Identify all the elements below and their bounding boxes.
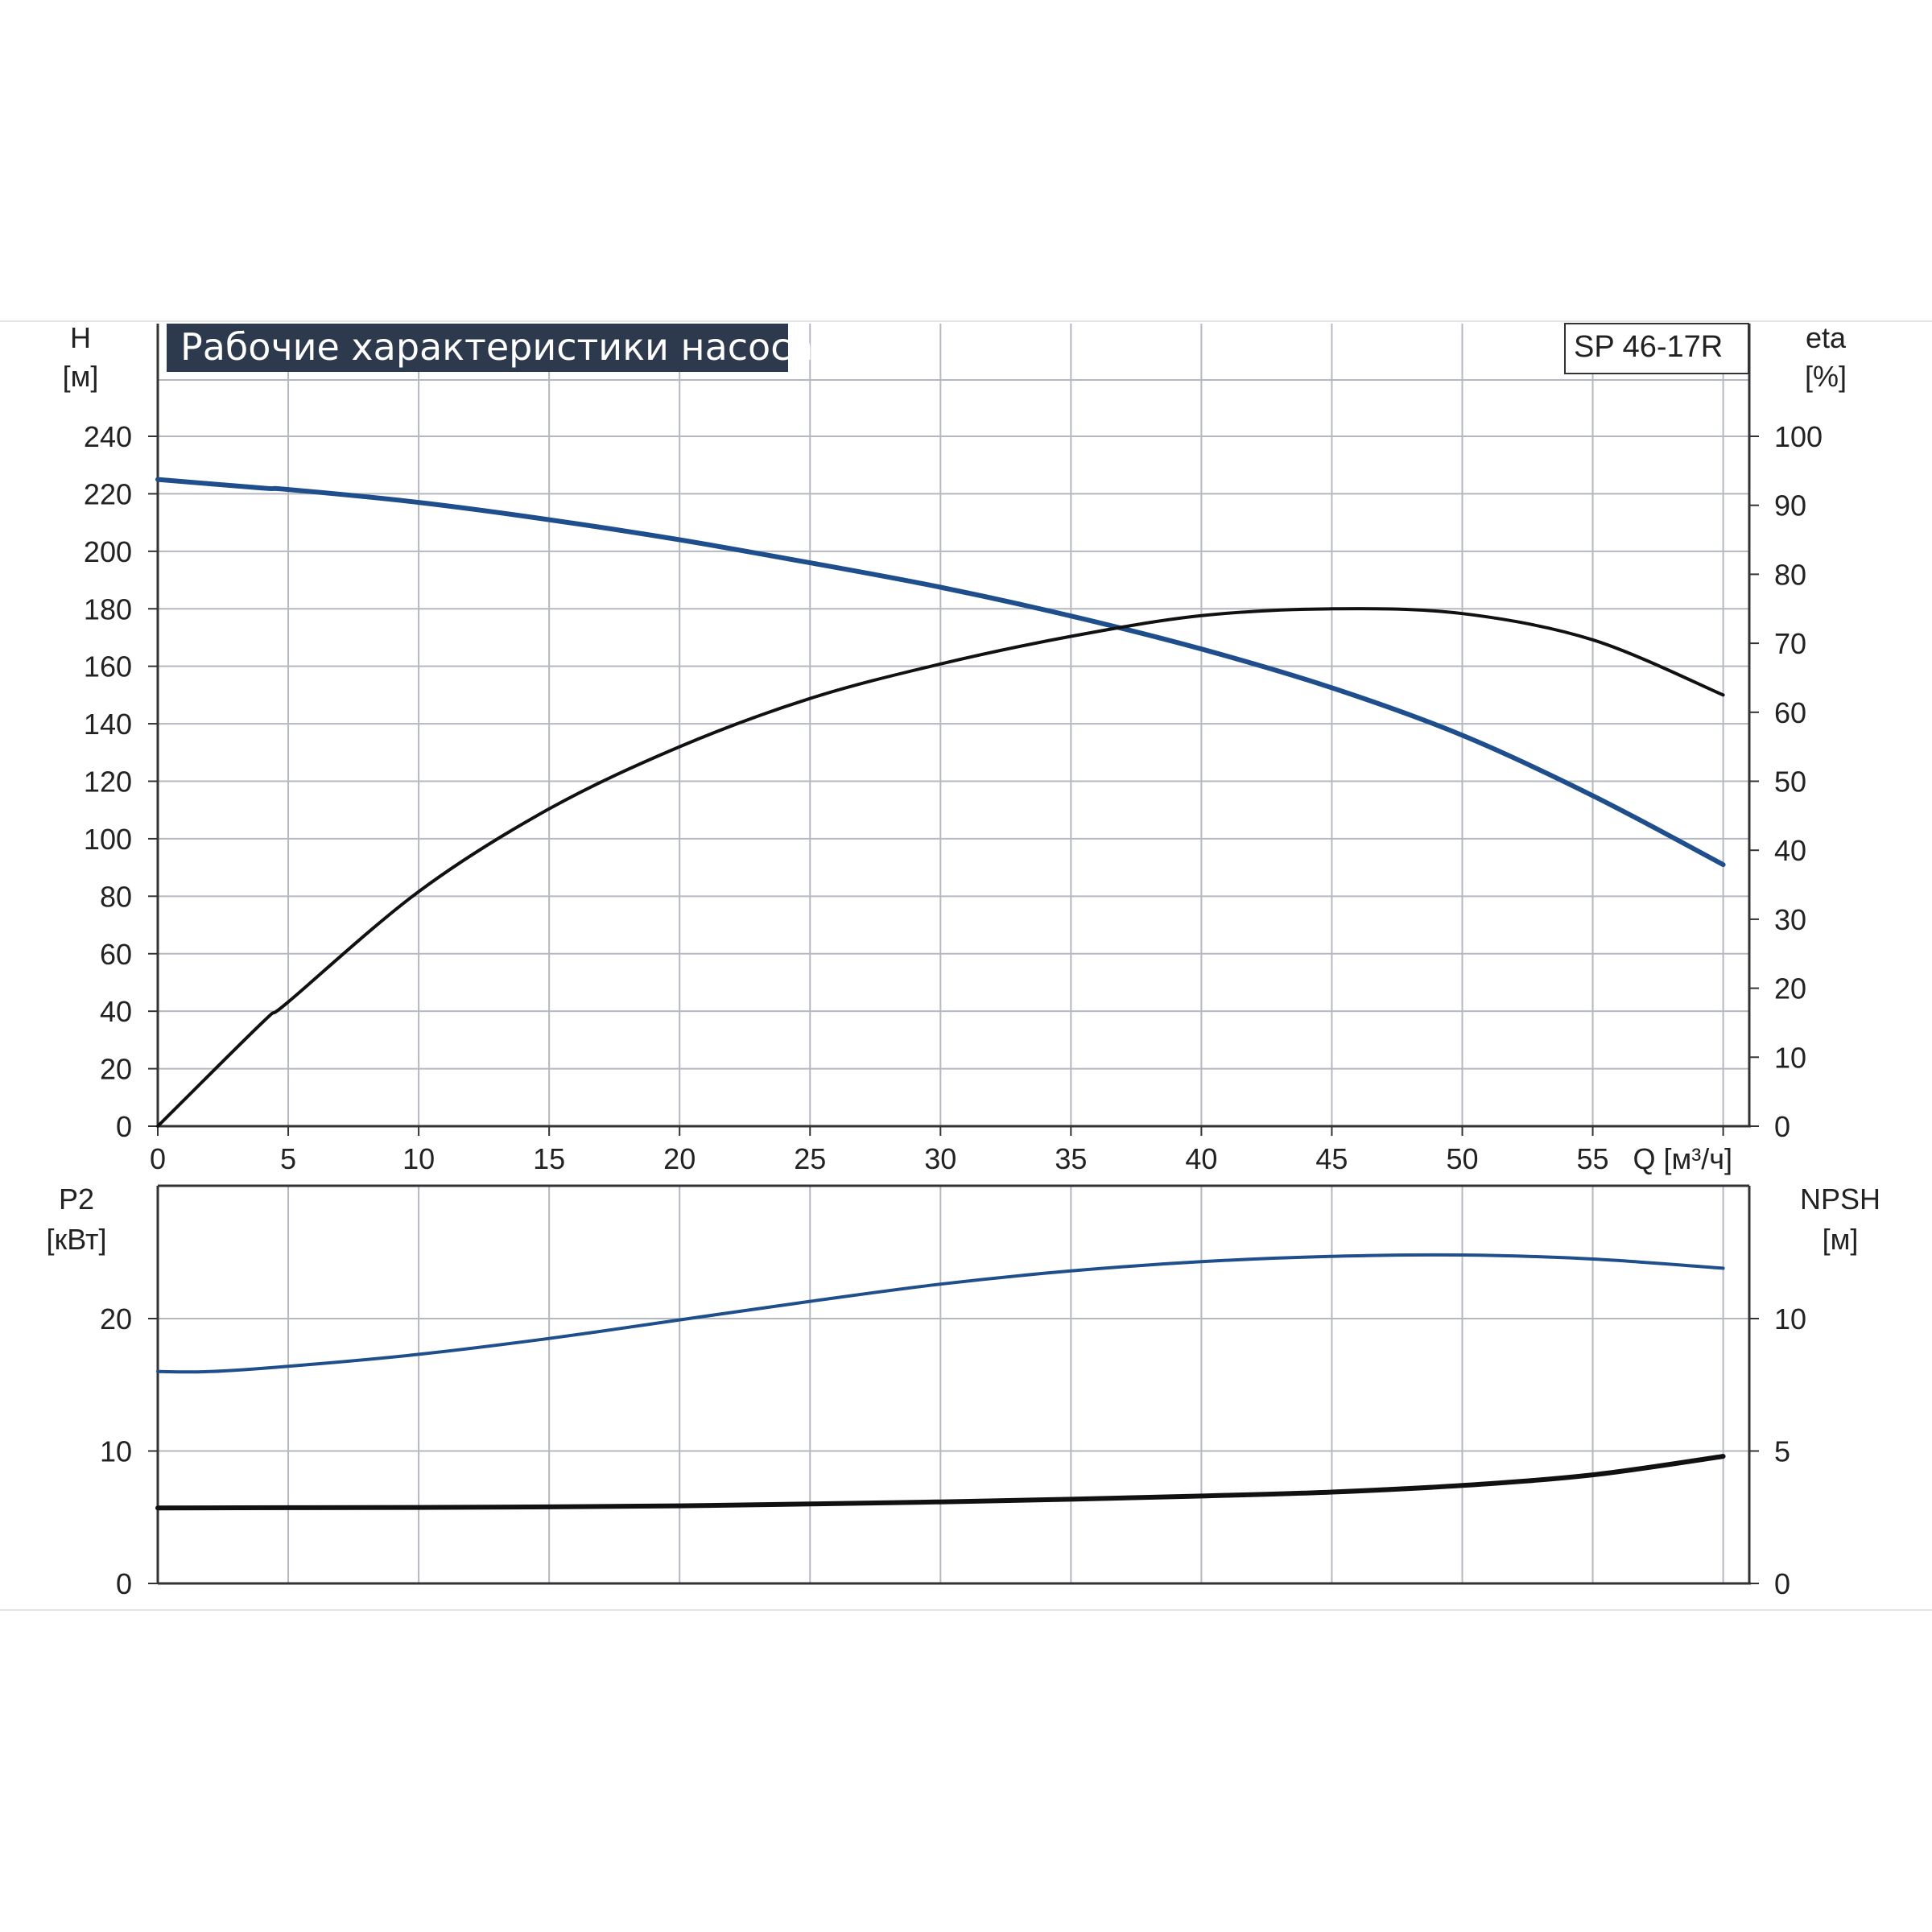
x-tick-label: 45 xyxy=(1315,1142,1348,1175)
power-tick-label: 0 xyxy=(116,1567,132,1600)
efficiency-tick-label: 80 xyxy=(1774,558,1806,591)
x-tick-label: 40 xyxy=(1185,1142,1217,1175)
efficiency-tick-label: 70 xyxy=(1774,627,1806,660)
x-tick-label: 5 xyxy=(280,1142,296,1175)
npsh-tick-label: 5 xyxy=(1774,1435,1790,1468)
power-npsh-chart: 0 10 20 0 5 10 P2 [кВт] NPSH [м] xyxy=(46,1183,1880,1600)
efficiency-axis-label: eta xyxy=(1806,321,1847,354)
x-tick-label: 30 xyxy=(924,1142,956,1175)
upper-series xyxy=(155,477,1726,1128)
efficiency-tick-label: 100 xyxy=(1774,420,1823,453)
x-tick-label: 10 xyxy=(402,1142,435,1175)
x-tick-label: 35 xyxy=(1055,1142,1087,1175)
power-axis-unit: [кВт] xyxy=(46,1223,106,1256)
upper-axes xyxy=(148,324,1759,1136)
power-tick-label: 20 xyxy=(100,1302,132,1335)
x-tick-label: 15 xyxy=(533,1142,565,1175)
npsh-tick-label: 10 xyxy=(1774,1302,1806,1335)
head-axis-label: H xyxy=(70,321,91,354)
chart-title: Рабочие характеристики насоса xyxy=(180,325,814,369)
efficiency-tick-label: 40 xyxy=(1774,834,1806,867)
npsh-axis-label: NPSH xyxy=(1800,1183,1880,1216)
head-tick-label: 20 xyxy=(100,1053,132,1086)
efficiency-tick-labels: 0 10 20 30 40 50 60 70 80 90 100 xyxy=(1774,420,1823,1143)
npsh-tick-label: 0 xyxy=(1774,1567,1790,1600)
head-tick-label: 140 xyxy=(84,708,132,741)
head-tick-label: 160 xyxy=(84,650,132,683)
x-tick-label: 55 xyxy=(1577,1142,1609,1175)
efficiency-tick-label: 90 xyxy=(1774,489,1806,522)
lower-series xyxy=(155,1253,1726,1511)
power-tick-label: 10 xyxy=(100,1435,132,1468)
model-label: SP 46-17R xyxy=(1574,330,1723,364)
head-tick-label: 120 xyxy=(84,766,132,799)
head-tick-label: 220 xyxy=(84,477,132,510)
lower-axes xyxy=(148,1184,1759,1585)
power-axis-label: P2 xyxy=(59,1183,94,1216)
upper-grid xyxy=(158,324,1749,1126)
head-tick-label: 180 xyxy=(84,592,132,625)
efficiency-axis-unit: [%] xyxy=(1805,360,1847,393)
npsh-curve xyxy=(155,1454,1726,1511)
head-efficiency-chart: 0 5 10 15 20 25 30 35 40 45 50 55 02040608010012014… xyxy=(63,321,1847,1175)
npsh-axis-unit: [м] xyxy=(1823,1223,1859,1256)
power-curve xyxy=(156,1253,1725,1374)
x-tick-labels: 0 5 10 15 20 25 30 35 40 45 50 55 xyxy=(150,1142,1609,1175)
head-tick-label: 200 xyxy=(84,535,132,568)
head-curve xyxy=(155,477,1726,868)
efficiency-tick-label: 50 xyxy=(1774,766,1806,799)
efficiency-tick-label: 60 xyxy=(1774,696,1806,729)
head-tick-labels: 0 20 40 60 80 100 120 140 160 180 200 220 240 xyxy=(84,420,132,1143)
x-tick-label: 25 xyxy=(794,1142,826,1175)
head-tick-label: 240 xyxy=(84,420,132,453)
efficiency-tick-label: 30 xyxy=(1774,903,1806,936)
x-tick-label: 0 xyxy=(150,1142,166,1175)
efficiency-tick-label: 20 xyxy=(1774,972,1806,1005)
title-box xyxy=(167,324,788,372)
efficiency-tick-label: 0 xyxy=(1774,1110,1790,1143)
x-tick-label: 20 xyxy=(663,1142,696,1175)
model-box xyxy=(1564,323,1749,374)
head-tick-label: 80 xyxy=(100,880,132,913)
head-tick-label: 0 xyxy=(116,1110,132,1143)
efficiency-tick-label: 10 xyxy=(1774,1041,1806,1074)
efficiency-curve xyxy=(156,607,1725,1128)
flow-axis-label: Q [м³/ч] xyxy=(1633,1142,1732,1175)
head-axis-unit: [м] xyxy=(63,360,99,393)
head-tick-label: 100 xyxy=(84,823,132,856)
head-tick-label: 40 xyxy=(100,995,132,1028)
power-tick-labels: 0 10 20 xyxy=(100,1302,132,1600)
x-tick-label: 50 xyxy=(1446,1142,1478,1175)
head-tick-label: 60 xyxy=(100,938,132,971)
npsh-tick-labels: 0 5 10 xyxy=(1774,1302,1806,1600)
lower-grid xyxy=(158,1186,1749,1583)
